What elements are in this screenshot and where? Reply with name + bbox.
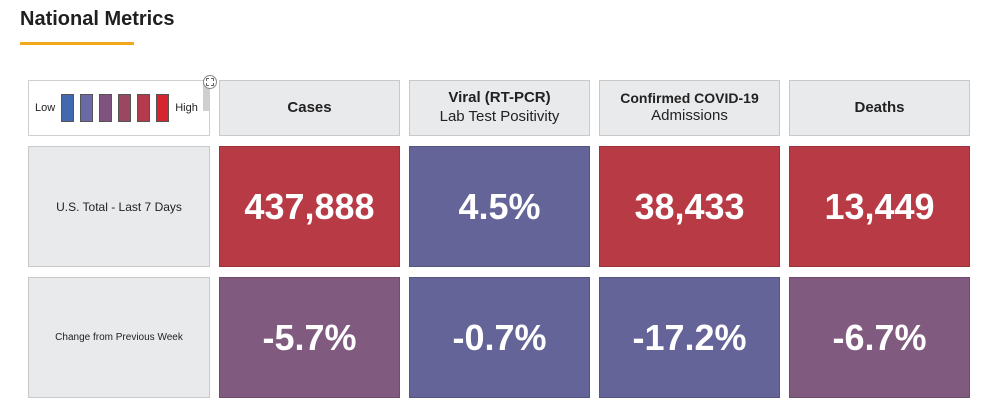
legend-swatch-1 [61,94,75,122]
column-header-line2: Admissions [651,107,728,125]
cases-change-value[interactable]: -5.7% [219,277,400,398]
deaths-change-value[interactable]: -6.7% [789,277,970,398]
legend-swatch-3 [99,94,113,122]
legend-low-label: Low [35,102,56,114]
column-header-line2: Lab Test Positivity [439,108,560,125]
admissions-total-value[interactable]: 38,433 [599,146,780,267]
column-header-line1: Deaths [854,98,905,116]
test-positivity-total-value[interactable]: 4.5% [409,146,590,267]
column-header-line1: Viral (RT-PCR) [448,89,551,107]
row-label-us-total: U.S. Total - Last 7 Days [28,146,210,267]
legend-swatch-2 [80,94,94,122]
row-label-text: U.S. Total - Last 7 Days [56,199,182,214]
admissions-change-value[interactable]: -17.2% [599,277,780,398]
column-header-viral-test-positivity: Viral (RT-PCR) Lab Test Positivity [409,80,590,136]
column-header-deaths: Deaths [789,80,970,136]
column-header-cases: Cases [219,80,400,136]
column-header-admissions: Confirmed COVID-19 Admissions [599,80,780,136]
expand-icon[interactable] [203,75,217,89]
page-title: National Metrics [20,8,175,30]
cases-total-value[interactable]: 437,888 [219,146,400,267]
legend-swatch-6 [156,94,170,122]
color-legend: Low High [28,75,217,136]
legend-scrollbar[interactable] [203,81,209,111]
title-underline [20,42,134,45]
legend-swatch-4 [118,94,132,122]
row-label-text: Change from Previous Week [55,332,183,343]
deaths-total-value[interactable]: 13,449 [789,146,970,267]
legend-swatch-5 [137,94,151,122]
row-label-weekly-change: Change from Previous Week [28,277,210,398]
legend-high-label: High [175,102,198,114]
column-header-line1: Confirmed COVID-19 [620,89,759,106]
test-positivity-change-value[interactable]: -0.7% [409,277,590,398]
column-header-line1: Cases [287,98,332,116]
